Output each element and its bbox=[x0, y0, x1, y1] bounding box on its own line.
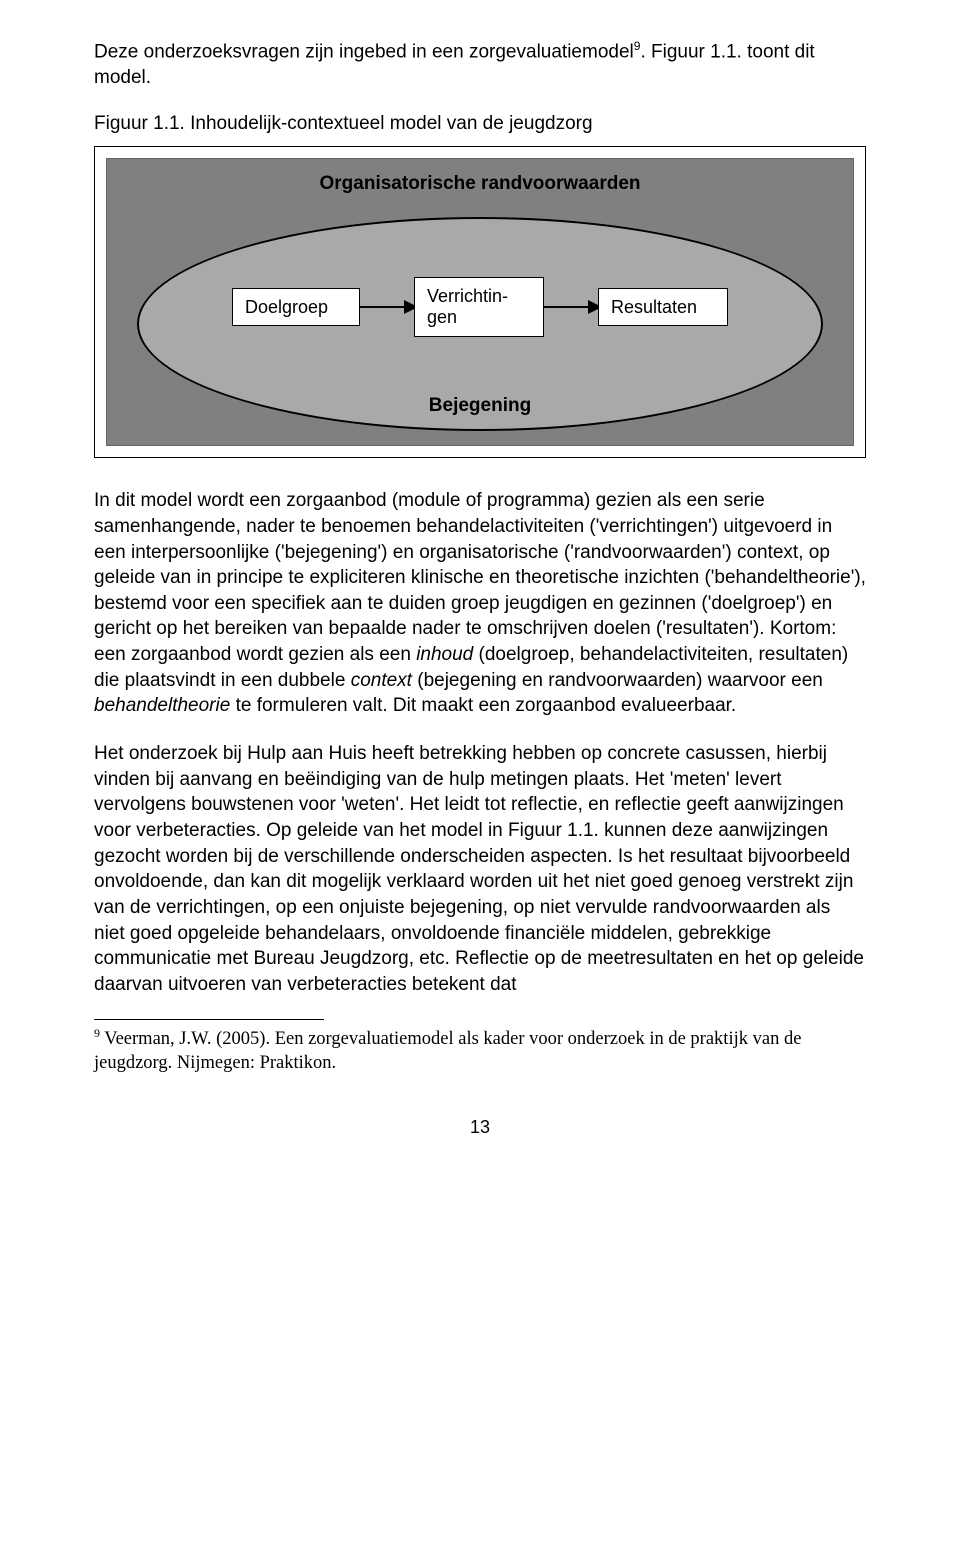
node-resultaten: Resultaten bbox=[598, 288, 728, 327]
diagram-top-label: Organisatorische randvoorwaarden bbox=[107, 173, 853, 195]
p1-seg1: In dit model wordt een zorgaanbod (modul… bbox=[94, 490, 866, 665]
node-verr-line1: Verrichtin- bbox=[427, 286, 508, 306]
body-paragraph-1: In dit model wordt een zorgaanbod (modul… bbox=[94, 488, 866, 719]
intro-paragraph: Deze onderzoeksvragen zijn ingebed in ee… bbox=[94, 38, 866, 91]
p1-italic2: context bbox=[351, 670, 412, 691]
diagram-inner-frame: Organisatorische randvoorwaarden Doelgro… bbox=[106, 158, 854, 446]
p1-italic1: inhoud bbox=[416, 644, 473, 665]
page-container: Deze onderzoeksvragen zijn ingebed in ee… bbox=[0, 0, 960, 1178]
p1-seg4: te formuleren valt. Dit maakt een zorgaa… bbox=[230, 695, 736, 716]
body-paragraph-2: Het onderzoek bij Hulp aan Huis heeft be… bbox=[94, 741, 866, 997]
node-resultaten-label: Resultaten bbox=[611, 297, 697, 317]
footnote-text: Veerman, J.W. (2005). Een zorgevaluatiem… bbox=[94, 1030, 801, 1073]
intro-text-before: Deze onderzoeksvragen zijn ingebed in ee… bbox=[94, 41, 634, 62]
node-verrichtingen: Verrichtin- gen bbox=[414, 277, 544, 336]
footnote: 9 Veerman, J.W. (2005). Een zorgevaluati… bbox=[94, 1026, 866, 1074]
arrow-icon bbox=[540, 296, 602, 318]
diagram-nodes-row: Doelgroep Verrichtin- gen bbox=[107, 277, 853, 336]
node-doelgroep-label: Doelgroep bbox=[245, 297, 328, 317]
node-verr-line2: gen bbox=[427, 307, 457, 327]
node-doelgroep: Doelgroep bbox=[232, 288, 360, 327]
diagram-bottom-label: Bejegening bbox=[107, 395, 853, 417]
page-number: 13 bbox=[94, 1117, 866, 1138]
p1-italic3: behandeltheorie bbox=[94, 695, 230, 716]
arrow-1 bbox=[360, 296, 414, 318]
diagram-outer-frame: Organisatorische randvoorwaarden Doelgro… bbox=[94, 146, 866, 458]
figure-caption: Figuur 1.1. Inhoudelijk-contextueel mode… bbox=[94, 111, 866, 137]
arrow-icon bbox=[356, 296, 418, 318]
footnote-separator bbox=[94, 1019, 324, 1020]
arrow-2 bbox=[544, 296, 598, 318]
p1-seg3: (bejegening en randvoorwaarden) waarvoor… bbox=[412, 670, 823, 691]
